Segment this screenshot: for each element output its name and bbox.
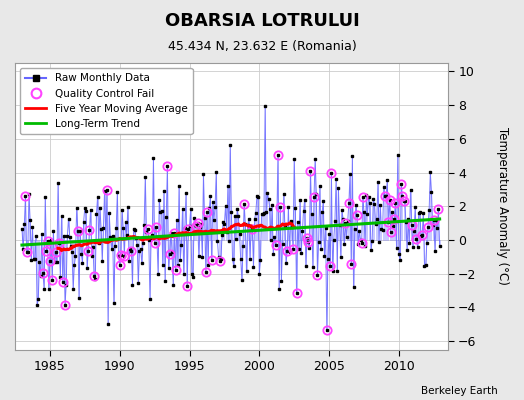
Text: OBARSIA LOTRULUI: OBARSIA LOTRULUI (165, 12, 359, 30)
Text: Berkeley Earth: Berkeley Earth (421, 386, 498, 396)
Legend: Raw Monthly Data, Quality Control Fail, Five Year Moving Average, Long-Term Tren: Raw Monthly Data, Quality Control Fail, … (20, 68, 192, 134)
Text: 45.434 N, 23.632 E (Romania): 45.434 N, 23.632 E (Romania) (168, 40, 356, 53)
Y-axis label: Temperature Anomaly (°C): Temperature Anomaly (°C) (496, 127, 509, 285)
